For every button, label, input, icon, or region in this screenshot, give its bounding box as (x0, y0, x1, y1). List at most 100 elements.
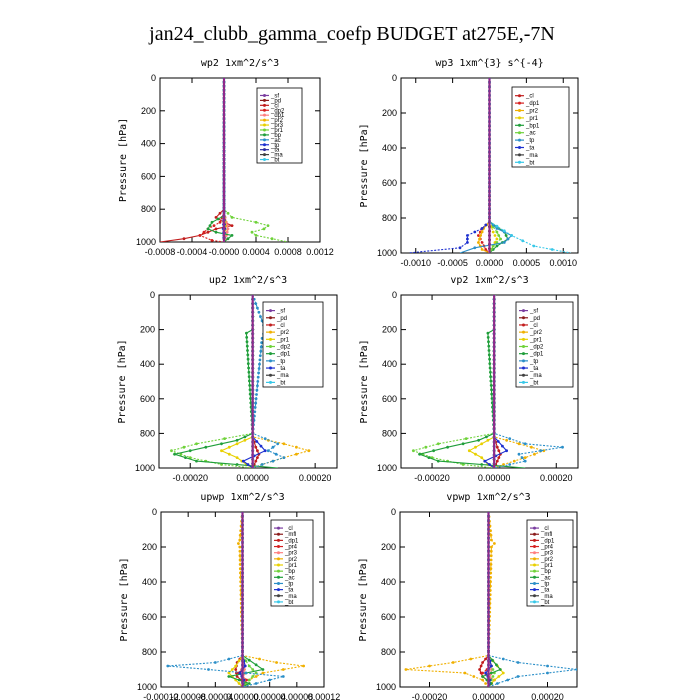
series-marker (230, 224, 234, 228)
series-marker (533, 452, 536, 456)
series-marker (247, 664, 251, 668)
series-marker (517, 442, 521, 446)
legend-box (511, 86, 570, 168)
series-marker (436, 442, 440, 446)
legend-marker (533, 581, 536, 585)
series-marker (261, 671, 265, 675)
y-tick-label: 400 (140, 359, 155, 369)
series-marker (282, 456, 286, 459)
legend-label: _pd (529, 316, 540, 322)
series-marker (487, 340, 490, 344)
legend: _sf_pd_cl_pr2_pr1 _dp2_dp1_tp_ta_ma_bt (515, 301, 574, 388)
legend-label: _sf (529, 309, 538, 315)
series-marker (495, 224, 499, 228)
series-marker (254, 682, 258, 685)
series-marker (173, 452, 177, 456)
legend-marker (263, 113, 266, 117)
legend-marker (522, 323, 525, 327)
series-marker (458, 246, 462, 250)
series-marker (495, 244, 499, 248)
series-marker (256, 449, 259, 453)
series-marker (257, 310, 261, 314)
legend-marker (263, 133, 266, 137)
legend-marker (263, 108, 266, 112)
series-marker (248, 388, 252, 392)
series-marker (207, 668, 210, 671)
series-marker (523, 459, 527, 463)
series-line (405, 512, 496, 687)
series-marker (251, 675, 255, 678)
series-marker (226, 227, 230, 231)
legend-marker (522, 345, 525, 348)
series-marker (261, 668, 265, 671)
legend-label: _pr1 (525, 116, 539, 122)
series-marker (188, 449, 192, 453)
series-marker (256, 456, 259, 459)
series-marker (237, 659, 241, 663)
legend-label: _pr1 (529, 337, 543, 343)
series-marker (478, 668, 481, 671)
legend-label: _pr1 (270, 128, 284, 134)
series-marker (505, 449, 508, 453)
series-marker (246, 357, 250, 361)
series-marker (239, 571, 242, 575)
legend-marker (277, 538, 280, 542)
series-marker (281, 668, 285, 671)
series-marker (202, 230, 206, 234)
series-marker (246, 349, 249, 352)
series-marker (254, 401, 258, 405)
series-marker (271, 459, 275, 463)
legend-label: _ac (540, 575, 551, 581)
series-marker (487, 344, 491, 348)
series-marker (487, 353, 491, 357)
series-marker (436, 459, 440, 463)
legend-marker (277, 600, 280, 604)
series-marker (502, 463, 505, 466)
legend-marker (263, 103, 266, 107)
x-tick-label: 0.00008 (281, 692, 314, 700)
series-marker (227, 671, 231, 675)
y-tick-label: 400 (382, 359, 397, 369)
series-marker (256, 384, 259, 388)
chart-panel: upwp 1xm^2/s^3 Pressure [hPa] 0 200 400 600 80… (119, 492, 340, 700)
series-marker (495, 445, 499, 449)
x-tick-label: -0.0004 (177, 247, 208, 257)
series-marker (480, 248, 484, 251)
plot-area (169, 295, 311, 468)
legend-marker (522, 373, 525, 377)
series-marker (466, 234, 469, 237)
y-tick-label: 400 (142, 577, 157, 587)
legend-label: _pr1 (540, 563, 554, 569)
series-marker (281, 675, 285, 678)
legend-label: _dp1 (270, 113, 285, 119)
y-tick-label: 600 (140, 394, 155, 404)
series-marker (245, 340, 249, 344)
legend-label: _mfl (284, 532, 296, 538)
series-marker (489, 576, 492, 579)
legend-marker (518, 131, 521, 135)
chart-panel: vpwp 1xm^2/s^3 Pressure [hPa] 0 200 400 600 80… (358, 492, 578, 700)
legend-marker (518, 94, 521, 98)
legend-marker (277, 581, 280, 585)
series-marker (223, 437, 227, 440)
series-marker (260, 341, 263, 344)
series-marker (254, 302, 258, 305)
series-marker (520, 456, 524, 459)
series-marker (508, 463, 512, 466)
plot-area (166, 512, 305, 687)
series-marker (451, 661, 455, 664)
x-tick-label: -0.0000 (209, 247, 240, 257)
series-marker (467, 449, 471, 453)
series-marker (490, 397, 494, 400)
legend: _cl_mfl_dp1_pr4_pr3_pr2_pr1_bp_ac_tp_ta_… (526, 519, 574, 607)
series-marker (195, 442, 198, 446)
legend-marker (533, 538, 536, 542)
y-tick-label: 1000 (137, 682, 157, 692)
series-marker (238, 671, 242, 675)
series-marker (257, 371, 260, 375)
series-marker (491, 668, 495, 671)
series-marker (532, 244, 536, 248)
legend-label: _pd (276, 316, 287, 322)
x-tick-label: -0.0008 (145, 247, 176, 257)
series-marker (237, 542, 240, 545)
